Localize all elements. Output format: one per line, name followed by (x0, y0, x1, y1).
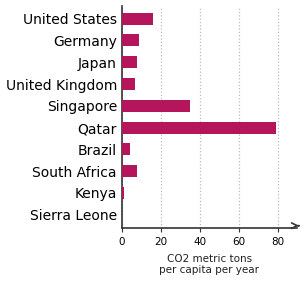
Bar (122, 187, 124, 199)
X-axis label: CO2 metric tons
per capita per year: CO2 metric tons per capita per year (159, 254, 259, 275)
Bar (122, 78, 135, 90)
Bar (122, 56, 137, 68)
Bar (122, 35, 139, 46)
Bar (122, 13, 153, 25)
Bar (122, 122, 276, 133)
Bar (122, 209, 123, 221)
Bar (122, 165, 137, 177)
Bar (122, 100, 190, 112)
Bar (122, 143, 130, 155)
